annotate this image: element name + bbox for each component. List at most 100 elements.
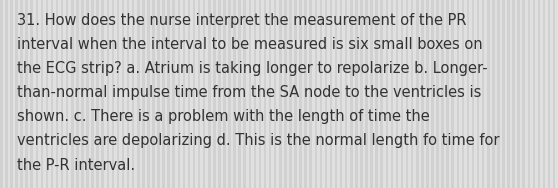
Bar (376, 0, 378, 188)
Bar (371, 0, 373, 188)
Bar (152, 0, 155, 188)
Bar (172, 0, 175, 188)
Bar (248, 0, 251, 188)
Bar (360, 0, 363, 188)
Bar (10, 0, 13, 188)
Text: the ECG strip? a. Atrium is taking longer to repolarize b. Longer-: the ECG strip? a. Atrium is taking longe… (17, 61, 487, 76)
Text: the P-R interval.: the P-R interval. (17, 158, 135, 173)
Bar (264, 0, 266, 188)
Bar (350, 0, 353, 188)
Text: ventricles are depolarizing d. This is the normal length fo time for: ventricles are depolarizing d. This is t… (17, 133, 499, 149)
Bar (411, 0, 413, 188)
Bar (487, 0, 489, 188)
Bar (406, 0, 408, 188)
Bar (522, 0, 525, 188)
Bar (198, 0, 200, 188)
Bar (218, 0, 220, 188)
Bar (345, 0, 348, 188)
Bar (127, 0, 129, 188)
Text: than-normal impulse time from the SA node to the ventricles is: than-normal impulse time from the SA nod… (17, 85, 481, 100)
Bar (446, 0, 449, 188)
Bar (0, 0, 3, 188)
Bar (477, 0, 479, 188)
Bar (41, 0, 43, 188)
Bar (193, 0, 195, 188)
Bar (497, 0, 499, 188)
Bar (294, 0, 297, 188)
Bar (117, 0, 119, 188)
Bar (386, 0, 388, 188)
Bar (137, 0, 140, 188)
Bar (203, 0, 205, 188)
Bar (310, 0, 312, 188)
Bar (132, 0, 134, 188)
Bar (461, 0, 464, 188)
Text: shown. c. There is a problem with the length of time the: shown. c. There is a problem with the le… (17, 109, 430, 124)
Bar (304, 0, 307, 188)
Bar (431, 0, 434, 188)
Bar (61, 0, 64, 188)
Bar (436, 0, 439, 188)
Bar (533, 0, 535, 188)
Bar (269, 0, 271, 188)
Bar (553, 0, 555, 188)
Bar (81, 0, 84, 188)
Bar (335, 0, 338, 188)
Bar (71, 0, 74, 188)
Bar (66, 0, 69, 188)
Bar (51, 0, 53, 188)
Bar (112, 0, 114, 188)
Bar (147, 0, 150, 188)
Bar (441, 0, 444, 188)
Bar (456, 0, 459, 188)
Bar (238, 0, 241, 188)
Bar (289, 0, 292, 188)
Bar (320, 0, 322, 188)
Bar (381, 0, 383, 188)
Bar (512, 0, 515, 188)
Bar (527, 0, 530, 188)
Text: interval when the interval to be measured is six small boxes on: interval when the interval to be measure… (17, 37, 482, 52)
Bar (15, 0, 18, 188)
Bar (315, 0, 317, 188)
Bar (416, 0, 418, 188)
Bar (299, 0, 302, 188)
Bar (25, 0, 28, 188)
Bar (507, 0, 510, 188)
Bar (243, 0, 246, 188)
Bar (355, 0, 358, 188)
Bar (76, 0, 79, 188)
Bar (233, 0, 236, 188)
Bar (228, 0, 231, 188)
Bar (142, 0, 145, 188)
Bar (538, 0, 540, 188)
Bar (254, 0, 256, 188)
Bar (472, 0, 474, 188)
Bar (401, 0, 403, 188)
Bar (162, 0, 165, 188)
Bar (543, 0, 545, 188)
Bar (365, 0, 368, 188)
Bar (177, 0, 180, 188)
Bar (86, 0, 89, 188)
Bar (31, 0, 33, 188)
Bar (167, 0, 170, 188)
Bar (182, 0, 185, 188)
Bar (208, 0, 210, 188)
Bar (259, 0, 261, 188)
Bar (187, 0, 190, 188)
Bar (391, 0, 393, 188)
Bar (223, 0, 226, 188)
Bar (466, 0, 469, 188)
Bar (548, 0, 550, 188)
Bar (97, 0, 99, 188)
Bar (482, 0, 484, 188)
Bar (274, 0, 276, 188)
Bar (107, 0, 109, 188)
Bar (102, 0, 104, 188)
Bar (36, 0, 38, 188)
Bar (502, 0, 505, 188)
Bar (421, 0, 424, 188)
Bar (46, 0, 48, 188)
Bar (213, 0, 215, 188)
